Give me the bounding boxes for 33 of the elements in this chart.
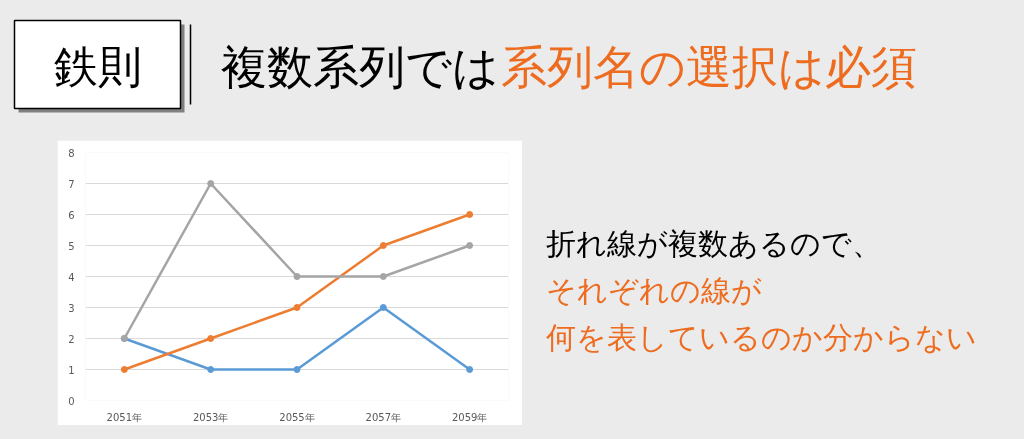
y-tick-label: 0: [68, 395, 75, 407]
point: [293, 304, 301, 311]
point: [120, 366, 128, 373]
y-tick-label: 6: [68, 209, 75, 221]
x-tick-label: 2057年: [365, 411, 402, 423]
point: [379, 242, 387, 249]
point: [293, 366, 301, 373]
point: [207, 335, 215, 342]
y-tick-label: 7: [68, 178, 75, 190]
x-tick-label: 2059年: [451, 411, 488, 423]
point: [207, 180, 215, 187]
text: 何を表しているのか分からない: [545, 320, 977, 355]
text: 鉄則: [53, 41, 142, 92]
x-tick-label: 2055年: [279, 411, 315, 423]
text: 折れ線が複数あるので、: [545, 226, 882, 261]
point: [379, 273, 387, 280]
x-tick-label: 2053年: [192, 411, 229, 423]
point: [379, 304, 387, 311]
point: [293, 273, 301, 280]
x-tick-label: 2051年: [106, 411, 143, 423]
text: 複数系列では: [220, 39, 499, 94]
text: それぞれの線が: [545, 273, 762, 308]
y-tick-label: 3: [68, 302, 75, 314]
point: [466, 211, 474, 218]
y-tick-label: 4: [68, 271, 75, 283]
text: 系列名の選択は必須: [500, 39, 917, 94]
y-tick-label: 2: [68, 333, 75, 345]
point: [466, 366, 474, 373]
point: [466, 242, 474, 249]
point: [207, 366, 215, 373]
y-tick-label: 8: [68, 147, 75, 159]
y-tick-label: 1: [68, 364, 75, 376]
y-tick-label: 5: [68, 240, 75, 252]
